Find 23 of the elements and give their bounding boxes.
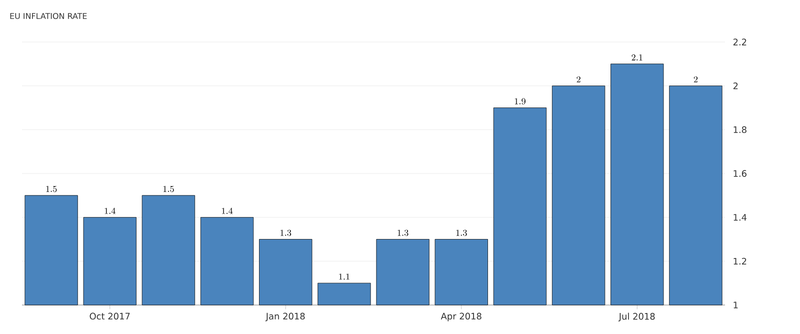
y-tick-label: 1.8 xyxy=(734,126,746,134)
y-tick-label: 1.6 xyxy=(734,170,746,177)
data-label: 1 .3 xyxy=(398,230,408,236)
x-tick-label: Oct 2017 xyxy=(90,312,130,320)
y-tick-label: 1.2 xyxy=(734,258,746,264)
y-tick-label: 2 xyxy=(733,82,738,90)
data-label: 1 .3 xyxy=(280,230,292,236)
y-tick-label: 1 xyxy=(734,302,738,308)
data-label: 1 .4 xyxy=(222,208,233,214)
data-label: 1 .4 xyxy=(104,208,116,214)
data-label: 2 xyxy=(694,76,698,82)
data-label: 2. 1 xyxy=(632,54,642,60)
x-tick-label: Jan 2018 xyxy=(265,312,305,322)
y-tick-label: 2.2 xyxy=(733,38,746,46)
x-tick-label: Apr 2018 xyxy=(440,312,482,322)
data-label: 1 .9 xyxy=(514,98,526,104)
x-tick-label: Jul 2018 xyxy=(618,312,655,322)
data-label: 1 .5 xyxy=(163,186,174,192)
data-label: 2 xyxy=(576,76,580,82)
data-label: 1 .5 xyxy=(46,186,57,192)
y-tick-label: 1.4 xyxy=(734,214,747,221)
data-label: 1 .3 xyxy=(456,230,467,236)
data-label: 1 . 1 xyxy=(339,274,350,280)
